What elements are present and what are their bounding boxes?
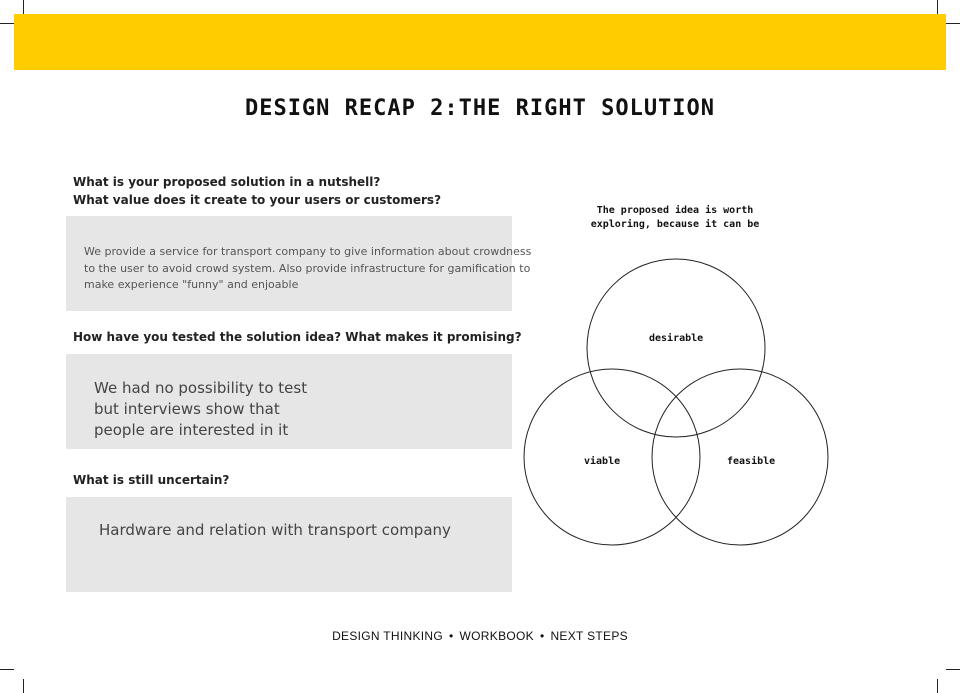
question-line: What is your proposed solution in a nuts… xyxy=(73,175,381,189)
question-line: How have you tested the solution idea? W… xyxy=(73,330,522,344)
venn-diagram: desirable viable feasible xyxy=(520,255,832,550)
venn-circle-feasible xyxy=(651,368,829,546)
venn-circle-viable xyxy=(523,368,701,546)
question-tested: How have you tested the solution idea? W… xyxy=(73,328,522,346)
crop-mark xyxy=(937,679,938,693)
venn-label-viable: viable xyxy=(584,456,621,467)
question-line: What is still uncertain? xyxy=(73,473,230,487)
venn-label-feasible: feasible xyxy=(727,456,776,467)
crop-mark xyxy=(23,0,24,14)
footer: DESIGN THINKING • WORKBOOK • NEXT STEPS xyxy=(0,629,960,643)
answer-line: Hardware and relation with transport com… xyxy=(99,521,451,539)
question-line: What value does it create to your users … xyxy=(73,193,442,207)
top-banner xyxy=(14,14,946,70)
answer-box-tested[interactable]: We had no possibility to test but interv… xyxy=(66,354,512,449)
crop-mark xyxy=(23,679,24,693)
crop-mark xyxy=(937,0,938,14)
crop-mark xyxy=(0,23,14,24)
footer-item-workbook: WORKBOOK xyxy=(459,629,534,643)
footer-item-design-thinking: DESIGN THINKING xyxy=(332,629,444,643)
answer-line: We had no possibility to test xyxy=(94,379,308,397)
venn-caption: The proposed idea is worth exploring, be… xyxy=(560,204,790,232)
footer-item-next-steps: NEXT STEPS xyxy=(550,629,628,643)
answer-line: We provide a service for transport compa… xyxy=(84,245,532,258)
page-title: DESIGN RECAP 2:THE RIGHT SOLUTION xyxy=(244,96,716,121)
venn-caption-line: exploring, because it can be xyxy=(590,219,760,230)
footer-separator: • xyxy=(539,629,545,643)
venn-caption-line: The proposed idea is worth xyxy=(596,205,754,216)
venn-circle-desirable xyxy=(586,258,766,438)
answer-line: people are interested in it xyxy=(94,421,289,439)
crop-mark xyxy=(0,669,14,670)
footer-separator: • xyxy=(449,629,454,643)
answer-box-uncertain[interactable]: Hardware and relation with transport com… xyxy=(66,497,512,592)
question-uncertain: What is still uncertain? xyxy=(73,471,229,489)
answer-line: but interviews show that xyxy=(94,400,280,418)
answer-line: make experience "funny" and enjoable xyxy=(84,278,299,291)
venn-svg xyxy=(523,258,829,546)
venn-label-desirable: desirable xyxy=(649,333,704,344)
crop-mark xyxy=(946,669,960,670)
answer-box-solution[interactable]: We provide a service for transport compa… xyxy=(66,216,532,311)
crop-mark xyxy=(946,23,960,24)
answer-line: to the user to avoid crowd system. Also … xyxy=(84,261,531,275)
question-solution: What is your proposed solution in a nuts… xyxy=(73,173,441,209)
